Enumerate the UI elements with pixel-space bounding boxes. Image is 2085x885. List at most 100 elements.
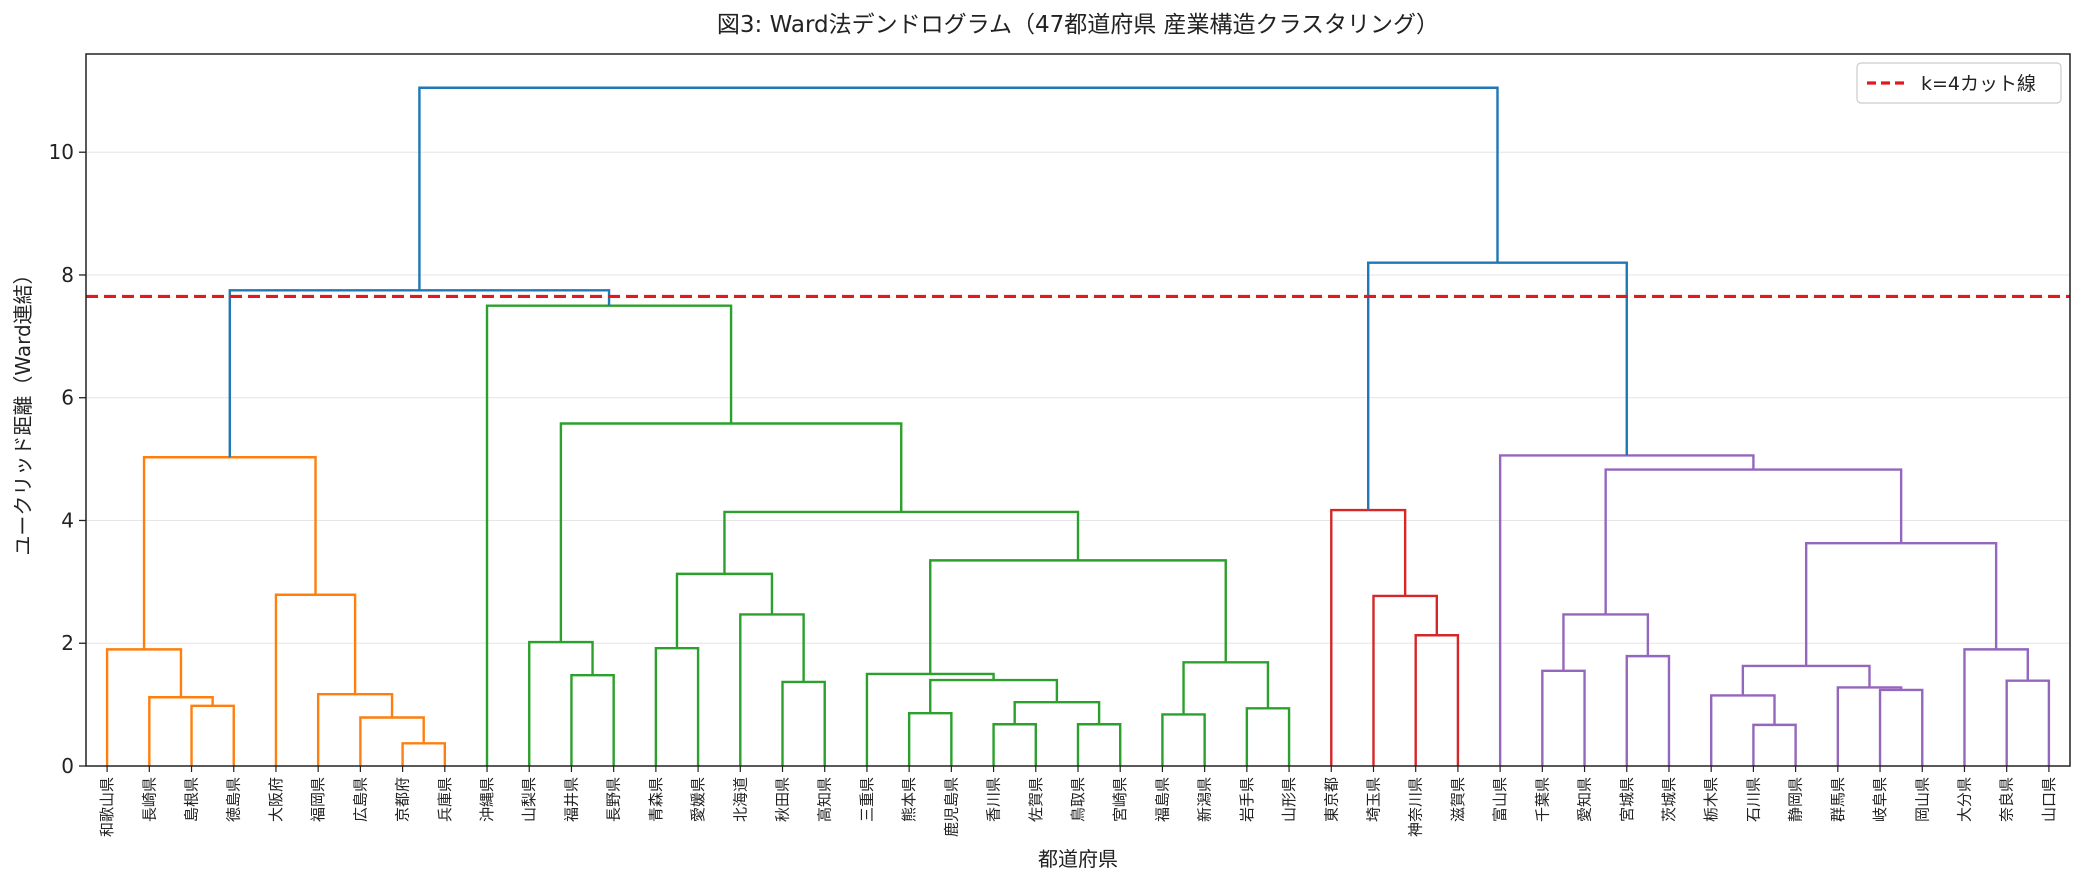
dendrogram-link	[1372, 594, 1439, 766]
dendrogram-link	[739, 613, 805, 766]
leaf-label: 京都府	[394, 777, 412, 822]
leaf-label: 徳島県	[225, 777, 243, 822]
leaf-label: 青森県	[647, 777, 665, 822]
dendrogram-link	[1541, 669, 1586, 766]
leaf-label: 新潟県	[1196, 777, 1214, 822]
x-axis-title: 都道府県	[1038, 847, 1118, 871]
dendrogram-link	[1013, 700, 1101, 725]
leaf-label: 宮城県	[1618, 777, 1636, 822]
dendrogram-link	[418, 86, 1499, 291]
dendrogram-link	[142, 456, 317, 650]
legend-label: k=4カット線	[1921, 73, 2036, 95]
leaf-label: 鹿児島県	[942, 777, 960, 837]
leaf-label: 神奈川県	[1407, 777, 1425, 837]
dendrogram-link	[907, 712, 953, 766]
dendrogram-link	[528, 640, 594, 766]
legend-box	[1856, 62, 2062, 104]
y-tick-label: 4	[61, 508, 74, 532]
leaf-label: 兵庫県	[436, 777, 454, 822]
dendrogram-link	[723, 510, 1080, 574]
dendrogram-link	[1709, 694, 1776, 766]
grid-lines	[86, 151, 2070, 767]
dendrogram-link	[559, 422, 903, 643]
y-tick-label: 6	[61, 386, 74, 410]
leaf-label: 奈良県	[1998, 777, 2016, 822]
leaf-label: 三重県	[858, 777, 876, 822]
leaf-label: 北海道	[731, 777, 749, 822]
leaf-label: 栃木県	[1702, 777, 1720, 822]
leaf-label: 富山県	[1491, 777, 1509, 822]
dendrogram-link	[1604, 468, 1903, 615]
y-tick-label: 0	[61, 754, 74, 778]
dendrogram-link	[929, 678, 1059, 714]
leaf-label: 山形県	[1280, 777, 1298, 822]
leaf-label: 沖縄県	[478, 777, 496, 822]
dendrogram-link	[654, 646, 700, 766]
leaf-label: 愛知県	[1576, 777, 1594, 822]
dendrogram-link	[675, 572, 774, 649]
dendrogram-link	[2005, 679, 2051, 766]
leaf-label: 香川県	[985, 777, 1003, 822]
dendrogram-link	[1836, 686, 1903, 766]
leaf-label: 山口県	[2040, 777, 2058, 822]
dendrogram-link	[1625, 654, 1671, 766]
leaf-label: 熊本県	[900, 777, 918, 822]
dendrogram-link	[992, 723, 1037, 766]
dendrogram-link	[1963, 648, 2029, 766]
dendrogram-link	[316, 692, 394, 766]
leaf-label: 長崎県	[140, 777, 158, 822]
dendrogram-link	[148, 696, 214, 766]
leaf-label: 福井県	[562, 777, 580, 822]
dendrogram-link	[1878, 688, 1924, 766]
leaf-label: 大分県	[1955, 777, 1973, 822]
dendrogram-link	[485, 304, 733, 766]
leaf-label: 千葉県	[1533, 777, 1551, 822]
leaf-label: 宮崎県	[1111, 777, 1129, 822]
dendrogram-link	[1182, 661, 1270, 715]
dendrogram-link	[1562, 613, 1650, 671]
leaf-label: 秋田県	[774, 777, 792, 822]
plot-frame	[85, 53, 2071, 767]
legend: k=4カット線	[1856, 62, 2062, 104]
leaf-label: 福島県	[1153, 777, 1171, 822]
dendrogram-link	[190, 704, 235, 766]
dendrogram-link	[1752, 723, 1797, 766]
dendrogram-link	[1741, 664, 1871, 696]
y-tick-label: 8	[61, 263, 74, 287]
leaf-label: 鳥取県	[1069, 777, 1087, 822]
leaf-label: 埼玉県	[1364, 777, 1382, 822]
dendrogram-link	[401, 742, 447, 766]
dendrogram-link	[781, 680, 826, 766]
leaf-label: 東京都	[1322, 777, 1340, 822]
leaf-label: 滋賀県	[1449, 777, 1467, 822]
dendrogram-link	[228, 289, 611, 458]
dendrogram-link	[105, 648, 183, 766]
dendrogram-link	[274, 593, 357, 766]
chart-title: 図3: Ward法デンドログラム（47都道府県 産業構造クラスタリング）	[717, 12, 1439, 38]
leaf-label: 岡山県	[1913, 777, 1931, 822]
dendrogram-link	[1498, 454, 1755, 766]
leaf-label: 愛媛県	[689, 777, 707, 822]
dendrogram-link	[1161, 713, 1206, 766]
x-axis-leaf-labels: 和歌山県 長崎県 島根県 徳島県 大阪府 福岡県 広島県 京都府 兵庫県 沖縄県 山梨県 福井県 長野県…	[98, 766, 2058, 837]
leaf-label: 高知県	[816, 777, 834, 822]
y-tick-label: 10	[49, 140, 74, 164]
leaf-label: 長野県	[605, 777, 623, 822]
dendrogram-link	[1330, 508, 1407, 766]
leaf-label: 広島県	[351, 777, 369, 822]
dendrogram-link	[1804, 541, 1998, 666]
y-axis-title: ユークリッド距離（Ward連結）	[11, 264, 35, 555]
leaf-label: 岩手県	[1238, 777, 1256, 822]
dendrogram-link	[359, 716, 425, 766]
dendrogram-link	[570, 673, 615, 766]
leaf-label: 佐賀県	[1027, 777, 1045, 822]
y-axis-ticks: 0 2 4 6 8 10	[49, 140, 86, 778]
dendrogram-link	[1367, 261, 1628, 511]
dendrogram-link	[929, 559, 1227, 674]
leaf-label: 茨城県	[1660, 777, 1678, 822]
leaf-label: 石川県	[1744, 777, 1762, 822]
leaf-label: 群馬県	[1829, 777, 1847, 822]
leaf-label: 大阪府	[267, 777, 285, 822]
